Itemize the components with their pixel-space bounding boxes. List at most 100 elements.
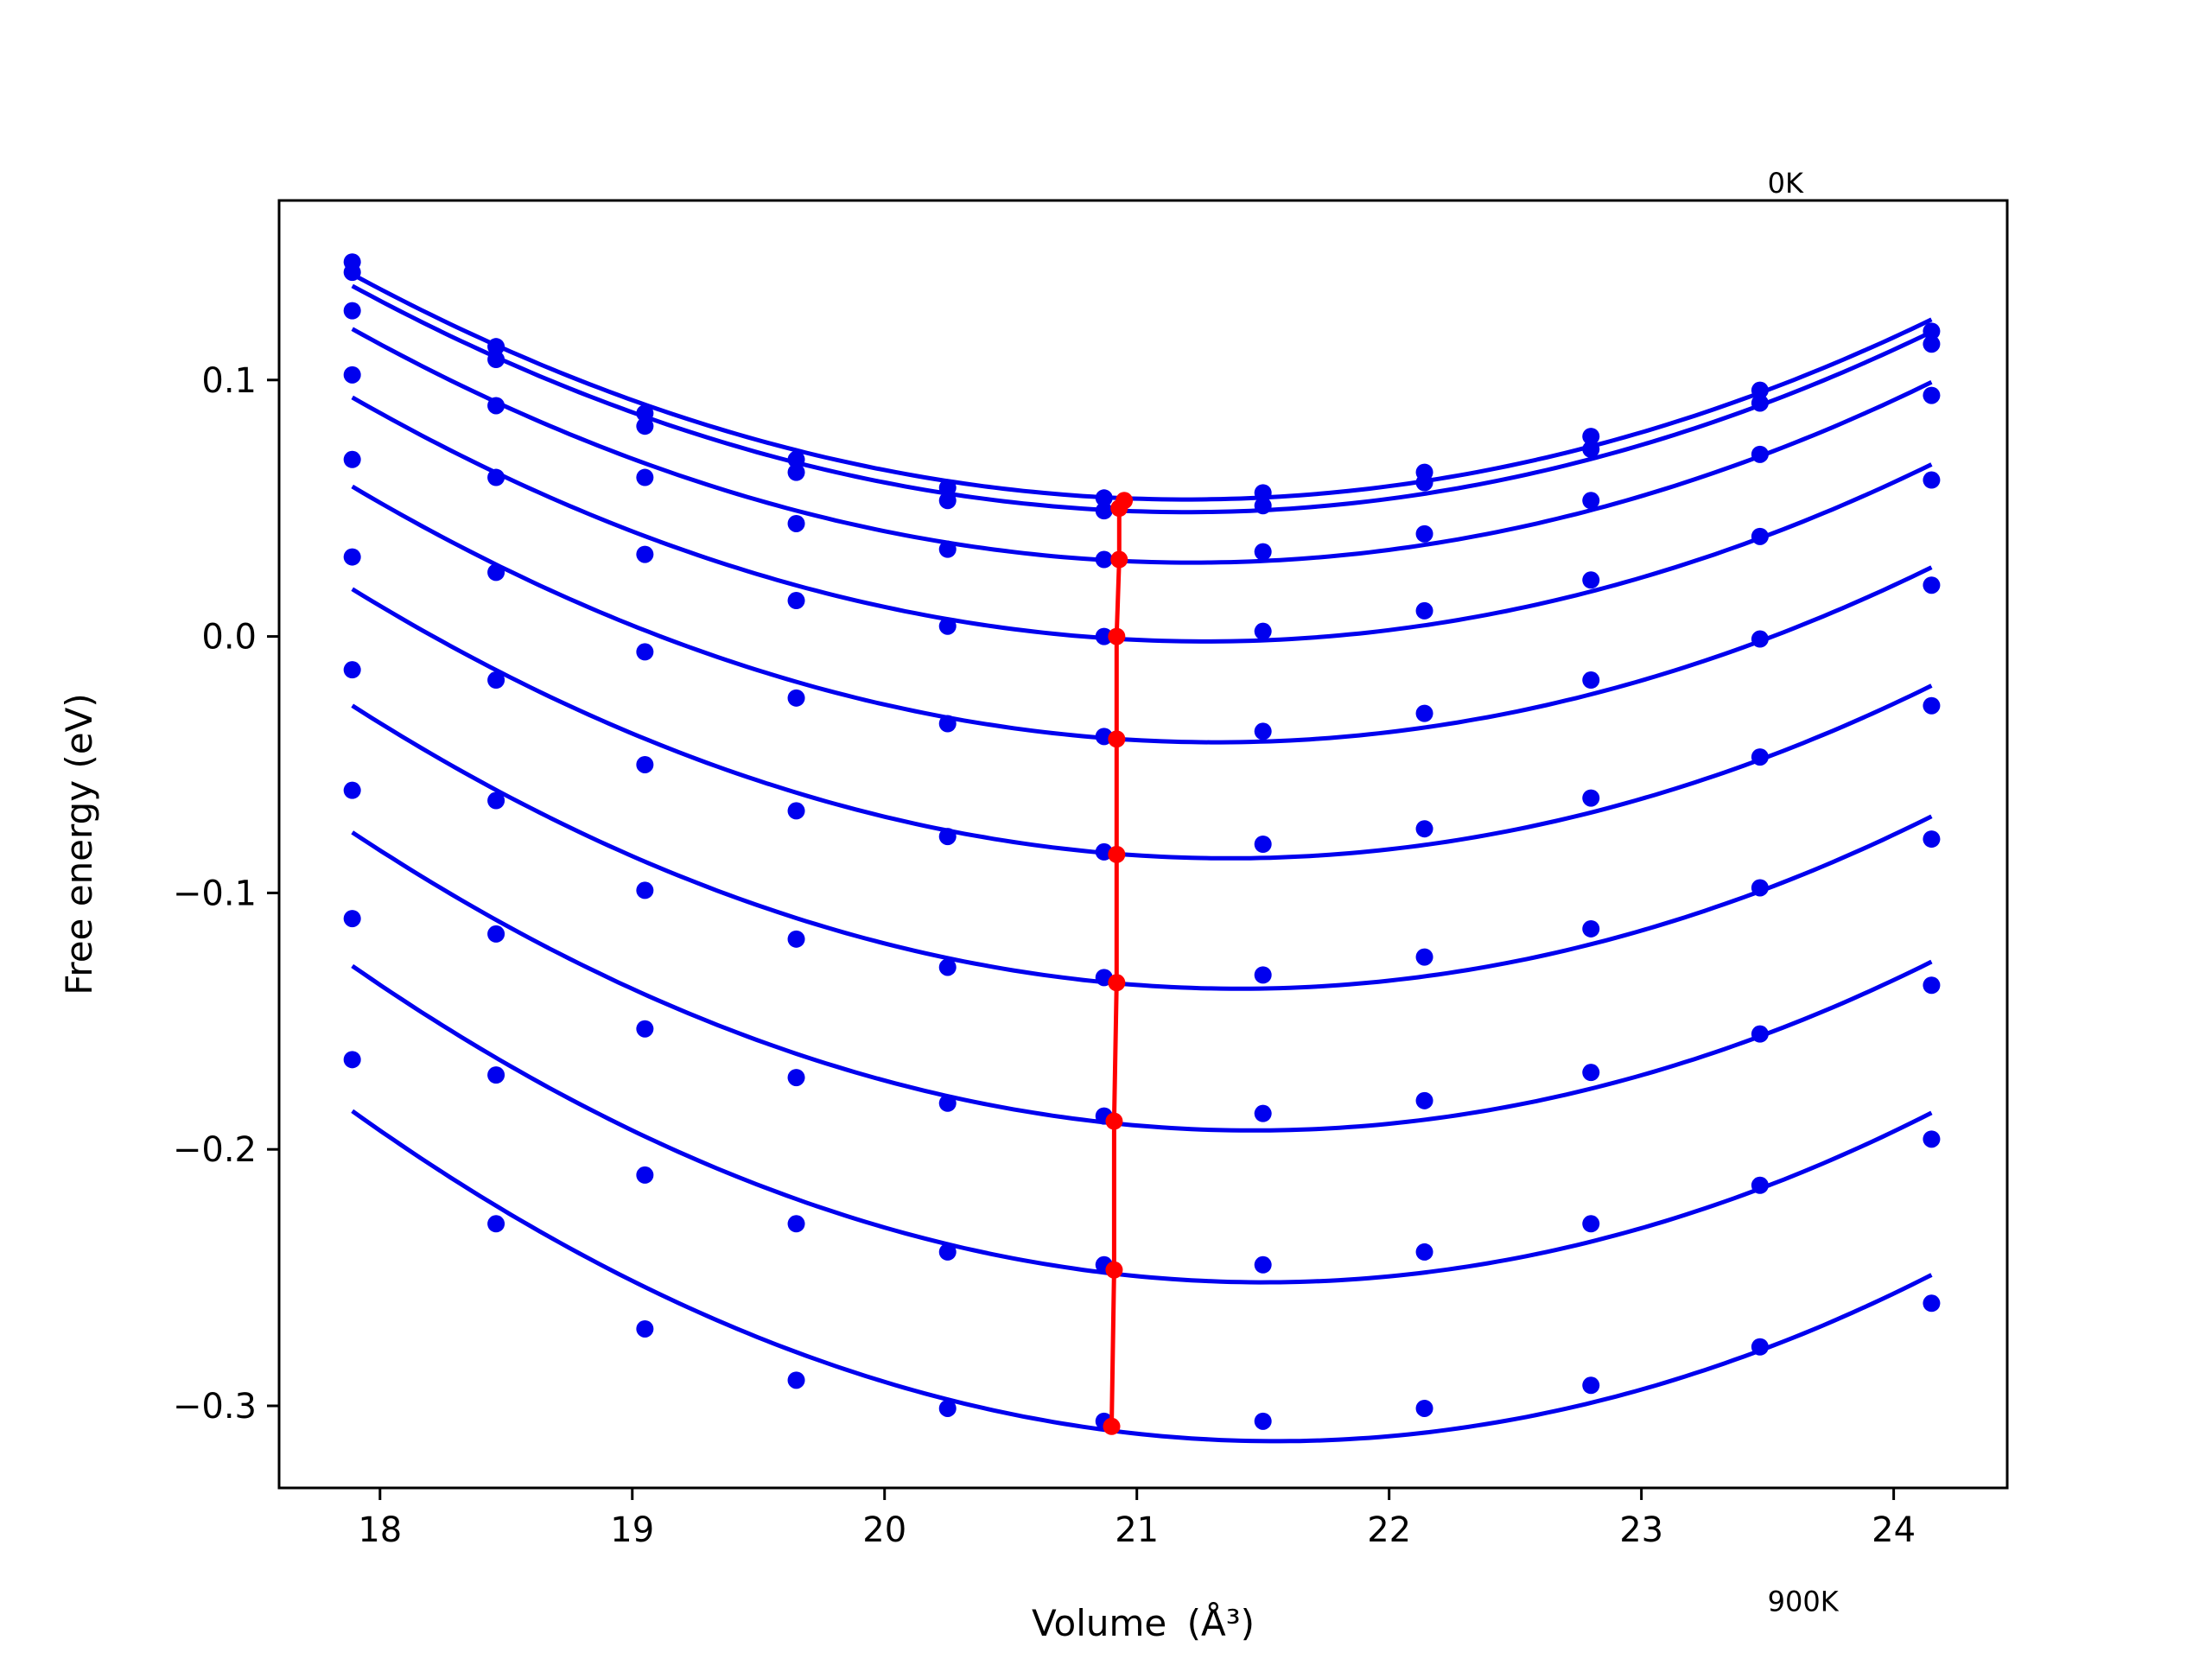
x-tick-label: 21 [1115,1510,1159,1550]
data-point [1415,1243,1433,1261]
minimum-point [1110,499,1128,518]
data-point [636,545,654,563]
data-point [938,617,957,635]
data-point [787,802,805,820]
data-point [1582,492,1600,510]
data-point [1582,440,1600,458]
minimum-volume-line [1109,499,1127,1427]
data-point [1923,1130,1941,1148]
data-point [487,791,505,810]
data-point [1582,1215,1600,1233]
data-point [1254,966,1272,984]
data-point [1923,335,1941,353]
data-point [1751,381,1769,399]
data-point [1923,386,1941,404]
x-tick-label: 18 [358,1510,402,1550]
data-point [938,1243,957,1261]
data-point [487,671,505,690]
x-tick-label: 23 [1619,1510,1663,1550]
data-point [787,930,805,948]
data-point [636,755,654,773]
data-point [938,1399,957,1417]
y-tick-label: 0.1 [201,361,257,401]
data-point [1254,1104,1272,1122]
data-point [787,689,805,707]
data-point [487,397,505,415]
fit-curve [351,963,1933,1285]
data-point [1751,1025,1769,1043]
data-point [636,468,654,486]
data-point [938,1094,957,1112]
minimum-point [1105,1112,1123,1130]
x-tick-label: 24 [1872,1510,1916,1550]
y-tick-label: −0.1 [173,874,257,913]
data-point [487,1215,505,1233]
data-point [1254,543,1272,561]
data-point [787,1215,805,1233]
data-point [787,450,805,468]
data-point [1415,948,1433,966]
data-point [1254,497,1272,515]
minimum-point [1108,730,1126,748]
data-point [787,463,805,481]
x-tick-label: 22 [1367,1510,1411,1550]
y-tick-label: 0.0 [201,618,257,658]
data-point [1751,1176,1769,1194]
x-axis-label: Volume (Å³) [1032,1601,1255,1644]
data-point [1751,394,1769,412]
data-point [1582,1064,1600,1082]
data-point [787,1069,805,1087]
data-point [343,365,361,384]
fit-curve [351,1109,1933,1444]
y-tick-label: −0.2 [173,1130,257,1170]
data-point [1415,524,1433,543]
minimum-point [1110,550,1128,569]
data-point [487,925,505,943]
fit-curve [351,395,1933,644]
fit-curve [351,703,1933,991]
data-point [487,1066,505,1084]
data-point [938,958,957,976]
fit-curve [351,484,1933,745]
data-point [1415,601,1433,620]
data-point [343,1051,361,1069]
annotations: 0K 900K [1768,167,1840,1618]
data-point [938,479,957,497]
data-point [636,643,654,661]
minimum-point [1105,1261,1123,1279]
data-point [1254,722,1272,741]
data-point [1254,1412,1272,1430]
x-tick-label: 19 [610,1510,654,1550]
data-point [1415,474,1433,492]
x-tick-label: 20 [862,1510,906,1550]
data-point [1582,919,1600,938]
data-point [1415,1399,1433,1417]
data-point [487,338,505,356]
data-point [938,540,957,558]
data-point [1095,550,1113,569]
fit-curve [351,272,1933,502]
data-point [1923,1294,1941,1313]
minimum-point [1108,974,1126,992]
data-point [636,417,654,435]
y-axis-label: Free energy (eV) [58,693,100,995]
temperature-annotation: 0K [1768,167,1804,200]
plot-frame [277,199,2009,1490]
data-point [343,302,361,320]
data-point [1751,630,1769,648]
minimum-line [1103,492,1134,1435]
data-point [1582,428,1600,446]
fit-curve [351,283,1933,515]
data-point [636,1166,654,1184]
data-point [636,404,654,423]
data-point [343,661,361,679]
data-point [636,1319,654,1338]
x-axis-ticks: 18 19 20 21 22 23 24 [358,1488,1916,1550]
data-point [487,468,505,486]
data-point [1095,489,1113,507]
data-point [1582,789,1600,807]
data-point [787,514,805,532]
minimum-point [1103,1417,1121,1435]
data-point [938,492,957,510]
